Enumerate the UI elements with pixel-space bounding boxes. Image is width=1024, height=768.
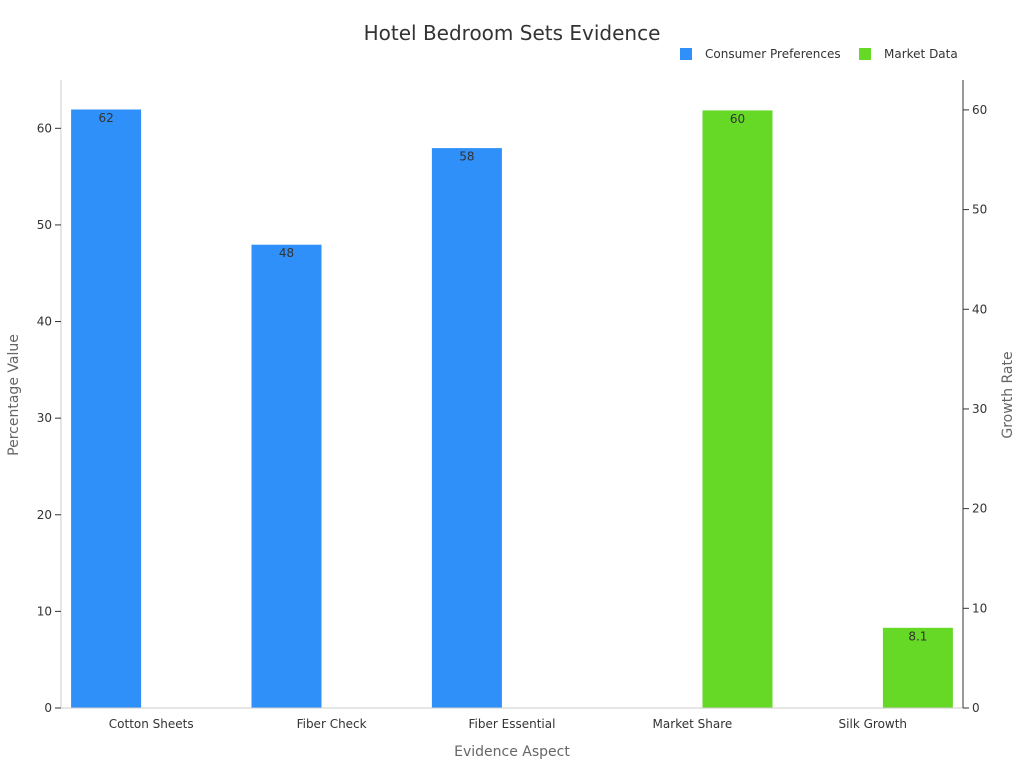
chart-title: Hotel Bedroom Sets Evidence: [364, 21, 661, 45]
bar-label: 60: [730, 112, 745, 126]
y-ticks-right: 0 10 20 30 40 50 60: [963, 103, 987, 715]
y2-tick-label: 60: [972, 103, 987, 117]
x-ticks: Cotton Sheets Fiber Check Fiber Essential M…: [109, 717, 907, 731]
y-tick-label: 50: [37, 218, 52, 232]
y2-tick-label: 10: [972, 601, 987, 615]
y2-axis-title: Growth Rate: [1000, 351, 1016, 438]
y2-tick-label: 50: [972, 203, 987, 217]
y2-tick-label: 0: [972, 701, 980, 715]
y2-tick-label: 20: [972, 502, 987, 516]
legend-label: Consumer Preferences: [705, 47, 841, 61]
legend: Consumer Preferences Market Data: [680, 47, 958, 61]
bar-label: 62: [98, 111, 113, 125]
y-ticks-left: 0 10 20 30 40 50 60: [37, 121, 61, 715]
legend-label: Market Data: [884, 47, 958, 61]
y-axis-title: Percentage Value: [6, 334, 22, 456]
y-tick-label: 60: [37, 121, 52, 135]
bar-labels: 62 48 58 60 8.1: [98, 111, 927, 643]
x-tick-label: Market Share: [653, 717, 733, 731]
bars: [70, 108, 954, 709]
x-tick-label: Fiber Check: [297, 717, 367, 731]
bar-label: 48: [279, 246, 294, 260]
x-tick-label: Cotton Sheets: [109, 717, 194, 731]
y-tick-label: 20: [37, 508, 52, 522]
y-tick-label: 10: [37, 604, 52, 618]
bar-label: 58: [459, 150, 474, 164]
y-tick-label: 0: [44, 701, 52, 715]
bar-fiber-essential: [430, 147, 503, 709]
legend-swatch: [859, 48, 871, 60]
bar-fiber-check: [250, 243, 323, 709]
x-tick-label: Fiber Essential: [469, 717, 556, 731]
x-axis-title: Evidence Aspect: [454, 744, 570, 760]
y-tick-label: 40: [37, 315, 52, 329]
bar-silk-growth: [881, 626, 954, 709]
bar-market-share: [701, 109, 774, 709]
y2-tick-label: 40: [972, 302, 987, 316]
y2-tick-label: 30: [972, 402, 987, 416]
bar-cotton-sheets: [70, 108, 143, 709]
bar-label: 8.1: [908, 629, 927, 643]
x-tick-label: Silk Growth: [839, 717, 907, 731]
y-tick-label: 30: [37, 411, 52, 425]
legend-swatch: [680, 48, 692, 60]
